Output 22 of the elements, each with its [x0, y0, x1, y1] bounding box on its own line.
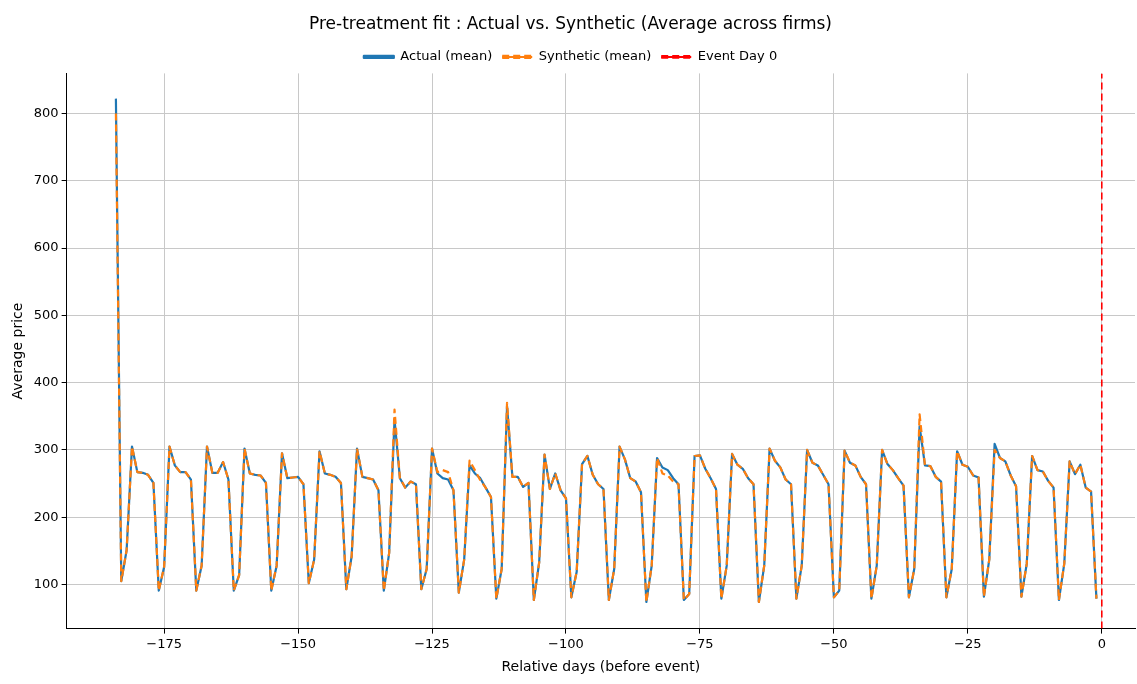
- chart-title: Pre-treatment fit : Actual vs. Synthetic (Average across firms): [309, 12, 832, 33]
- y-axis-title: Average price: [9, 302, 26, 400]
- y-tick-label: 700: [33, 172, 59, 188]
- x-axis-title: Relative days (before event): [501, 658, 701, 675]
- y-tick-label: 600: [33, 239, 59, 255]
- x-tick-label: −175: [146, 635, 182, 651]
- y-tick-label: 100: [33, 575, 59, 591]
- legend-label: Event Day 0: [697, 48, 778, 64]
- y-tick-label: 200: [33, 508, 59, 524]
- x-tick-label: −25: [954, 635, 982, 651]
- x-tick-label: −125: [414, 635, 450, 651]
- x-tick-label: −150: [280, 635, 316, 651]
- x-tick-label: −75: [686, 635, 714, 651]
- legend-label: Actual (mean): [400, 48, 493, 64]
- y-tick-label: 300: [33, 441, 59, 457]
- y-tick-label: 800: [33, 104, 59, 120]
- y-tick-label: 500: [33, 306, 59, 322]
- y-tick-label: 400: [33, 374, 59, 389]
- x-tick-label: 0: [1097, 635, 1106, 651]
- legend-label: Synthetic (mean): [538, 48, 652, 64]
- x-tick-label: −100: [548, 635, 584, 651]
- x-tick-label: −50: [820, 635, 848, 651]
